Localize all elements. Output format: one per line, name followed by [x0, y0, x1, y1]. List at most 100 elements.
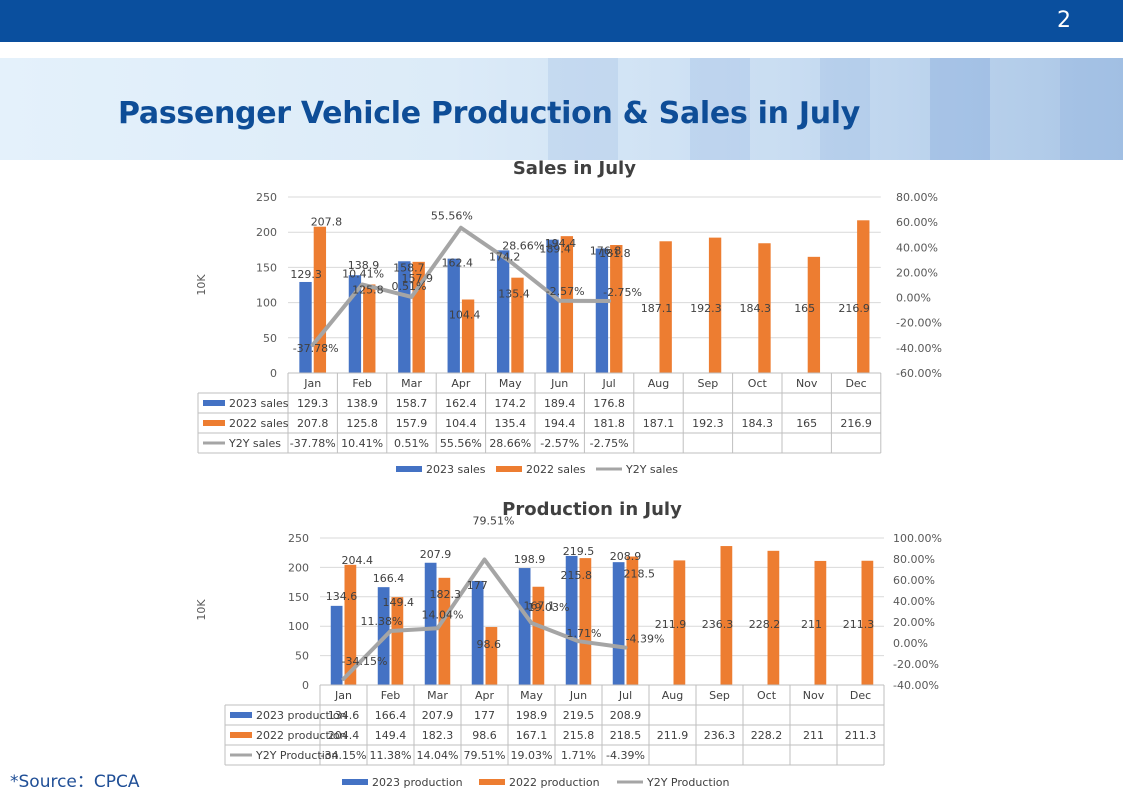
data-label-yoy: 28.66% — [502, 240, 544, 253]
table-cell: -37.78% — [290, 437, 336, 450]
data-label-yoy: 19.03% — [528, 601, 570, 614]
y-tick-label: 0 — [270, 367, 277, 380]
y-tick-label: 50 — [263, 332, 277, 345]
data-label-2022: 181.8 — [599, 247, 631, 260]
category-label: Sep — [698, 377, 719, 390]
data-label-2023: 176.8 — [590, 245, 622, 258]
table-cell: -2.75% — [590, 437, 629, 450]
table-cell: 218.5 — [610, 729, 642, 742]
legend-label: 2022 production — [509, 776, 600, 789]
bar-2022 — [814, 560, 827, 685]
data-label-2022: 236.3 — [702, 618, 734, 631]
table-series-name: 2023 sales — [229, 397, 289, 410]
data-label-yoy: -2.75% — [603, 286, 642, 299]
table-legend-swatch — [203, 400, 225, 406]
table-series-name: 2022 production — [256, 729, 347, 742]
data-label-2023: 158.7 — [393, 261, 425, 274]
y-tick-label: 150 — [288, 591, 309, 604]
table-cell: 79.51% — [464, 749, 506, 762]
category-label: Mar — [427, 689, 448, 702]
data-label-2022: 211.9 — [655, 618, 687, 631]
category-label: Feb — [352, 377, 371, 390]
bar-2023 — [595, 248, 609, 373]
bar-2022 — [861, 560, 874, 685]
y-tick-label: 250 — [288, 532, 309, 545]
table-cell: 125.8 — [346, 417, 378, 430]
bar-2022 — [511, 277, 524, 373]
bar-2023 — [424, 562, 437, 685]
table-cell: -2.57% — [540, 437, 579, 450]
legend-label: Y2Y sales — [625, 463, 678, 476]
y2-tick-label: 0.00% — [896, 292, 931, 305]
table-cell: 207.9 — [422, 709, 454, 722]
table-cell: -4.39% — [606, 749, 645, 762]
yoy-line — [341, 557, 628, 681]
table-cell: 211.3 — [845, 729, 877, 742]
category-label: Jun — [550, 377, 568, 390]
table-series-name: Y2Y sales — [228, 437, 281, 450]
bar-2023 — [546, 239, 559, 373]
bar-2023 — [612, 562, 625, 685]
data-label-2022: 167.1 — [524, 600, 556, 613]
bar-2022 — [673, 560, 686, 685]
category-label: Aug — [648, 377, 669, 390]
bar-2023 — [518, 568, 531, 685]
data-label-2022: 135.4 — [498, 288, 530, 301]
table-cell: 14.04% — [417, 749, 459, 762]
table-cell: 181.8 — [593, 417, 625, 430]
y2-tick-label: -20.00% — [896, 317, 942, 330]
data-label-2022: 215.8 — [561, 569, 593, 582]
category-label: May — [499, 377, 522, 390]
legend-swatch — [396, 466, 422, 472]
data-label-2023: 162.4 — [442, 257, 474, 270]
table-cell: 134.6 — [328, 709, 360, 722]
y2-tick-label: -20.00% — [893, 658, 939, 671]
category-label: Nov — [796, 377, 818, 390]
data-label-yoy: -34.15% — [342, 655, 388, 668]
table-legend-swatch — [230, 732, 252, 738]
table-cell: 194.4 — [544, 417, 576, 430]
data-label-yoy: 11.38% — [361, 615, 403, 628]
y-tick-label: 250 — [256, 191, 277, 204]
data-label-2022: 194.4 — [545, 237, 577, 250]
category-label: Sep — [709, 689, 730, 702]
data-label-yoy: -4.39% — [626, 633, 665, 646]
data-label-2022: 157.9 — [402, 272, 434, 285]
table-cell: 184.3 — [742, 417, 774, 430]
data-label-yoy: 14.04% — [422, 608, 464, 621]
y2-tick-label: 20.00% — [893, 616, 935, 629]
category-label: Oct — [748, 377, 768, 390]
page-title: Passenger Vehicle Production & Sales in … — [118, 96, 861, 131]
bar-2022 — [708, 237, 722, 373]
legend-swatch — [479, 779, 505, 785]
data-label-2023: 129.3 — [290, 268, 322, 281]
title-banner — [0, 58, 1123, 160]
chart-sales: Sales in July 0 50 100 150 200 250 -60.00% -40.0… — [195, 158, 942, 476]
category-label: Apr — [475, 689, 495, 702]
bar-2022 — [857, 220, 870, 373]
data-label-2023: 166.4 — [373, 572, 405, 585]
table-cell: 182.3 — [422, 729, 454, 742]
category-label: May — [520, 689, 543, 702]
table-cell: 162.4 — [445, 397, 477, 410]
table-cell: 167.1 — [516, 729, 548, 742]
y-tick-label: 50 — [295, 650, 309, 663]
bar-2023 — [330, 605, 343, 685]
bar-2022 — [610, 245, 623, 373]
y-axis-label: 10K — [195, 274, 208, 296]
table-cell: 98.6 — [472, 729, 497, 742]
category-label: Mar — [401, 377, 422, 390]
table-cell: 176.8 — [593, 397, 625, 410]
y-axis-label: 10K — [195, 599, 208, 621]
table-series-name: 2022 sales — [229, 417, 289, 430]
table-cell: -34.15% — [321, 749, 367, 762]
top-bar — [0, 0, 1123, 42]
table-cell: 157.9 — [396, 417, 428, 430]
legend-label: 2023 production — [372, 776, 463, 789]
data-label-2022: 104.4 — [449, 309, 481, 322]
legend-label: Y2Y Production — [646, 776, 729, 789]
page-number: 2 — [1057, 8, 1071, 33]
category-label: Oct — [757, 689, 777, 702]
yoy-line — [310, 225, 612, 348]
data-label-2022: 182.3 — [430, 588, 462, 601]
